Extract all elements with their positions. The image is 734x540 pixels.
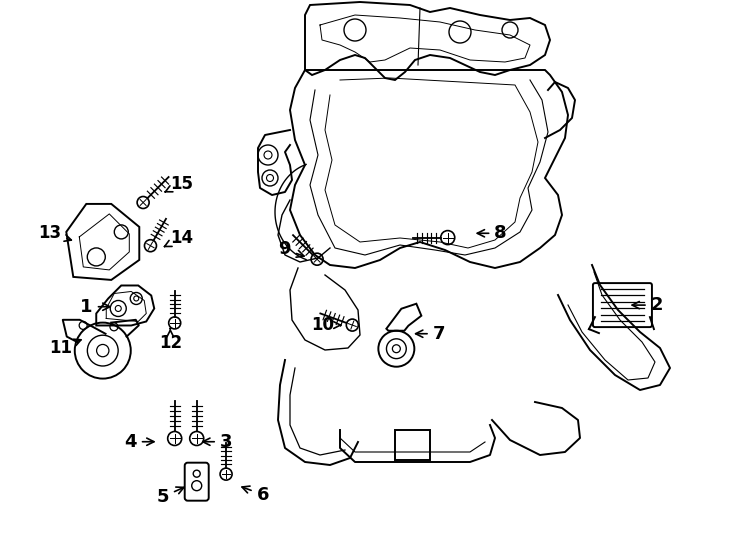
Text: 2: 2: [632, 296, 664, 314]
Text: 10: 10: [311, 316, 341, 334]
Text: 4: 4: [124, 433, 154, 451]
Text: 5: 5: [156, 487, 184, 506]
Text: 1: 1: [80, 298, 110, 316]
Text: 15: 15: [165, 174, 194, 193]
Text: 14: 14: [164, 228, 194, 247]
Text: 9: 9: [278, 240, 304, 259]
Text: 3: 3: [203, 433, 233, 451]
Text: 7: 7: [415, 325, 446, 343]
Text: 11: 11: [48, 339, 81, 357]
Text: 6: 6: [242, 485, 269, 504]
Text: 8: 8: [477, 224, 507, 242]
Text: 12: 12: [159, 328, 182, 352]
Text: 13: 13: [38, 224, 71, 242]
